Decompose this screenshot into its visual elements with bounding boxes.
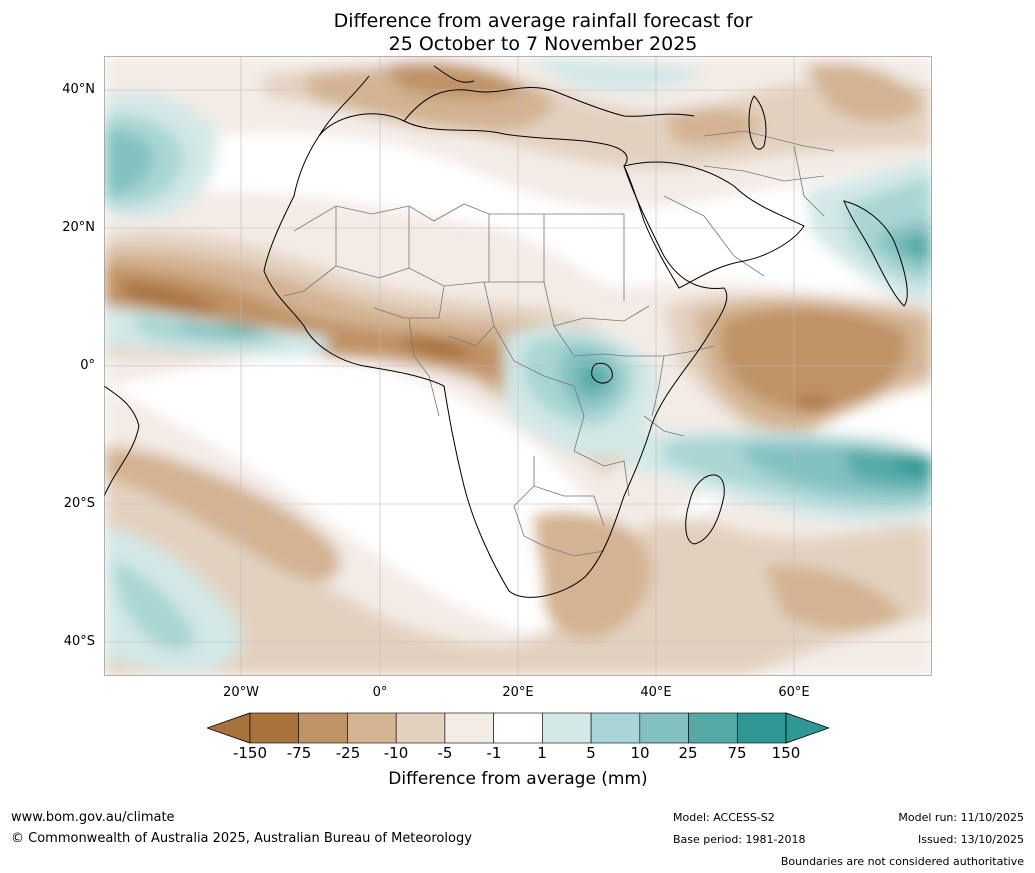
colorbar-tick: -25 <box>335 744 361 762</box>
dry-strong-field <box>104 266 567 407</box>
colorbar-bin <box>444 712 494 744</box>
dry-mild-south <box>104 446 932 676</box>
colorbar-tick: -75 <box>286 744 312 762</box>
india-coastline <box>843 200 908 307</box>
footer-model: Model: ACCESS-S2 <box>673 811 775 824</box>
legend-colorbar <box>207 712 829 744</box>
colorbar-tick: 25 <box>678 744 698 762</box>
colorbar-min-arrow <box>207 712 251 744</box>
footer-base-period: Base period: 1981-2018 <box>673 833 806 846</box>
rainfall-anomaly-map <box>104 56 932 676</box>
colorbar-tick: -1 <box>486 744 502 762</box>
wet-strong-field <box>224 234 932 487</box>
colorbar-tick: 1 <box>537 744 547 762</box>
dry-strong-east <box>720 307 907 412</box>
country-borders <box>283 130 835 557</box>
lat-label-40s: 40°S <box>63 634 95 649</box>
map-title: Difference from average rainfall forecas… <box>104 10 982 56</box>
wet-extreme-field <box>894 455 932 476</box>
colorbar-tick: 75 <box>727 744 747 762</box>
map-title-line2: 25 October to 7 November 2025 <box>388 33 698 55</box>
lat-label-20s: 20°S <box>63 496 95 511</box>
colorbar-tick: -5 <box>437 744 453 762</box>
madagascar-coastline <box>685 474 725 545</box>
colorbar-bin <box>590 712 641 744</box>
lon-label-0: 0° <box>372 685 388 700</box>
colorbar-tick: 10 <box>630 744 650 762</box>
colorbar-bin <box>542 712 592 744</box>
lat-label-0: 0° <box>80 358 95 373</box>
footer-copyright: © Commonwealth of Australia 2025, Austra… <box>11 831 472 846</box>
colorbar-max-arrow <box>785 712 829 744</box>
lon-label-40e: 40°E <box>640 685 672 700</box>
europe-coastline <box>318 65 695 137</box>
lon-label-20w: 20°W <box>223 685 259 700</box>
dry-extreme-west <box>124 281 474 358</box>
colorbar-tick: 150 <box>771 744 801 762</box>
colorbar-bin <box>249 712 300 744</box>
colorbar-bin <box>298 712 348 744</box>
footer-issued: Issued: 13/10/2025 <box>917 833 1024 846</box>
lake-victoria-coastline <box>591 362 613 384</box>
colorbar-tick: 5 <box>586 744 596 762</box>
colorbar-bin <box>639 712 689 744</box>
lon-label-60e: 60°E <box>778 685 810 700</box>
map-frame <box>104 56 932 676</box>
dry-extreme-east <box>794 397 834 411</box>
footer-website-link[interactable]: www.bom.gov.au/climate <box>11 810 175 825</box>
footer-model-run: Model run: 11/10/2025 <box>898 811 1024 824</box>
map-title-line1: Difference from average rainfall forecas… <box>333 10 753 32</box>
colorbar-bin <box>493 712 543 744</box>
dry-moderate-south <box>104 447 904 639</box>
africa-coastline <box>263 113 728 598</box>
colorbar-bin <box>347 712 397 744</box>
lon-label-20e: 20°E <box>502 685 534 700</box>
caspian-coastline <box>748 95 767 150</box>
lat-label-40n: 40°N <box>62 82 95 97</box>
colorbar-label: Difference from average (mm) <box>388 769 648 789</box>
coastlines <box>104 65 908 598</box>
footer-disclaimer: Boundaries are not considered authoritat… <box>780 855 1024 868</box>
colorbar-bin <box>395 712 446 744</box>
colorbar-tick: -150 <box>232 744 268 762</box>
arabia-coastline <box>623 161 805 289</box>
colorbar-bin <box>688 712 738 744</box>
colorbar-tick: -10 <box>383 744 409 762</box>
colorbar-bin <box>736 712 787 744</box>
south-america-edge-coastline <box>104 385 140 497</box>
lat-label-20n: 20°N <box>62 220 95 235</box>
map-graticule <box>104 56 932 676</box>
